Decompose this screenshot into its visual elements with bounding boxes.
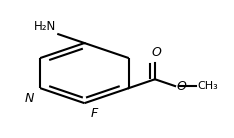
Text: O: O — [152, 47, 162, 59]
Text: F: F — [90, 107, 98, 120]
Text: O: O — [176, 80, 186, 93]
Text: N: N — [24, 92, 34, 105]
Text: H₂N: H₂N — [34, 20, 56, 33]
Text: CH₃: CH₃ — [197, 81, 218, 91]
